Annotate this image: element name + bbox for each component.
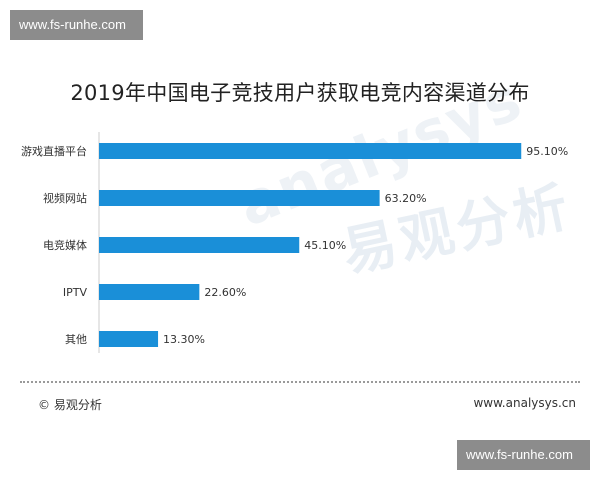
chart-title: 2019年中国电子竞技用户获取电竞内容渠道分布: [70, 81, 530, 105]
bar: [99, 284, 200, 300]
category-label: 游戏直播平台: [21, 144, 87, 158]
value-label: 22.60%: [204, 286, 246, 299]
value-label: 45.10%: [304, 239, 346, 252]
value-label: 63.20%: [385, 192, 427, 205]
footer-url: www.analysys.cn: [473, 396, 576, 410]
bar: [99, 190, 380, 206]
value-label: 13.30%: [163, 333, 205, 346]
footer-source: © 易观分析: [38, 398, 102, 412]
value-label: 95.10%: [526, 145, 568, 158]
bars-layer: 游戏直播平台 95.10% 视频网站 63.20% 电竞媒体 45.10% IPTV 22.6…: [21, 143, 568, 347]
watermark-bottom: www.fs-runhe.com: [457, 440, 590, 470]
bar: [99, 331, 159, 347]
category-label: 其他: [65, 333, 87, 346]
category-label: 视频网站: [43, 191, 87, 205]
bar: [99, 143, 522, 159]
footer-divider: [20, 381, 580, 383]
category-label: 电竞媒体: [43, 238, 87, 252]
watermark-top: www.fs-runhe.com: [10, 10, 143, 40]
bar: [99, 237, 300, 253]
category-label: IPTV: [63, 286, 88, 299]
